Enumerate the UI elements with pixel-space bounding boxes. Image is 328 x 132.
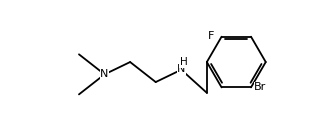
Text: H: H [180,57,188,67]
Text: F: F [208,31,215,41]
Text: N: N [100,69,109,79]
Text: Br: Br [254,82,266,92]
Text: N: N [177,64,185,74]
